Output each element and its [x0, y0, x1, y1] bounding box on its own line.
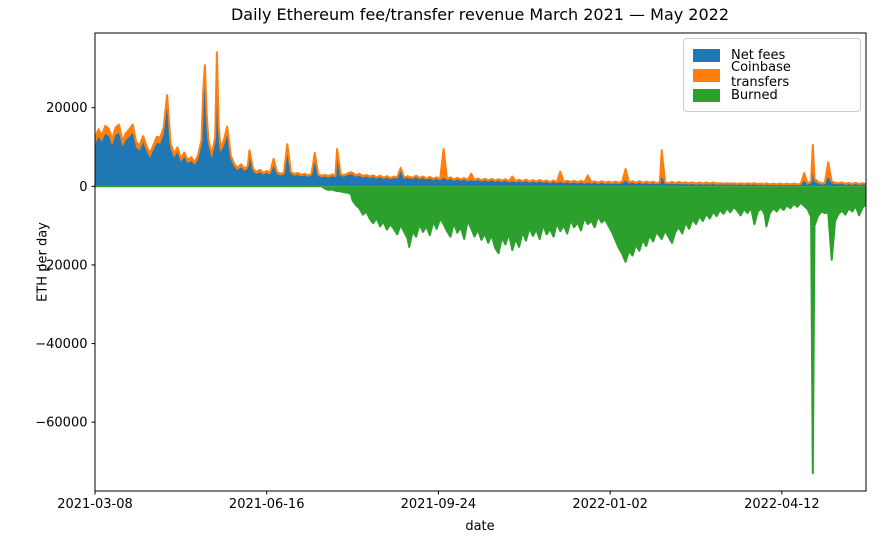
- legend-label-burned: Burned: [731, 87, 778, 103]
- legend-entry-burned: Burned: [693, 85, 851, 105]
- chart-title: Daily Ethereum fee/transfer revenue Marc…: [230, 5, 730, 24]
- x-tick-label: 2021-09-24: [401, 497, 477, 512]
- legend-swatch-net-fees: [693, 48, 720, 62]
- legend-entry-net-fees: Net fees: [693, 45, 851, 65]
- legend-entry-coinbase-transfers: Coinbase transfers: [693, 60, 851, 90]
- y-tick-label: −60000: [35, 416, 87, 431]
- x-tick-label: 2022-04-12: [744, 497, 820, 512]
- y-tick-label: 20000: [46, 101, 87, 116]
- y-axis-label: ETH per day: [35, 222, 51, 302]
- axes-frame: [94, 32, 867, 492]
- x-tick-label: 2022-01-02: [572, 497, 648, 512]
- legend-swatch-coinbase-transfers: [693, 68, 720, 82]
- y-tick-label: −40000: [35, 337, 87, 352]
- burned-area: [95, 186, 866, 474]
- y-tick-label: −20000: [35, 258, 87, 273]
- legend: Net fees Coinbase transfers Burned: [683, 38, 861, 112]
- y-tick-label: 0: [79, 180, 87, 195]
- x-axis-label: date: [465, 519, 495, 534]
- x-tick-label: 2021-06-16: [229, 497, 305, 512]
- x-tick-label: 2021-03-08: [57, 497, 133, 512]
- legend-label-coinbase-transfers: Coinbase transfers: [731, 60, 791, 90]
- legend-swatch-burned: [693, 88, 720, 102]
- legend-label-net-fees: Net fees: [731, 47, 786, 63]
- burned-line: [95, 185, 866, 475]
- coinbase-transfers-line: [95, 51, 866, 186]
